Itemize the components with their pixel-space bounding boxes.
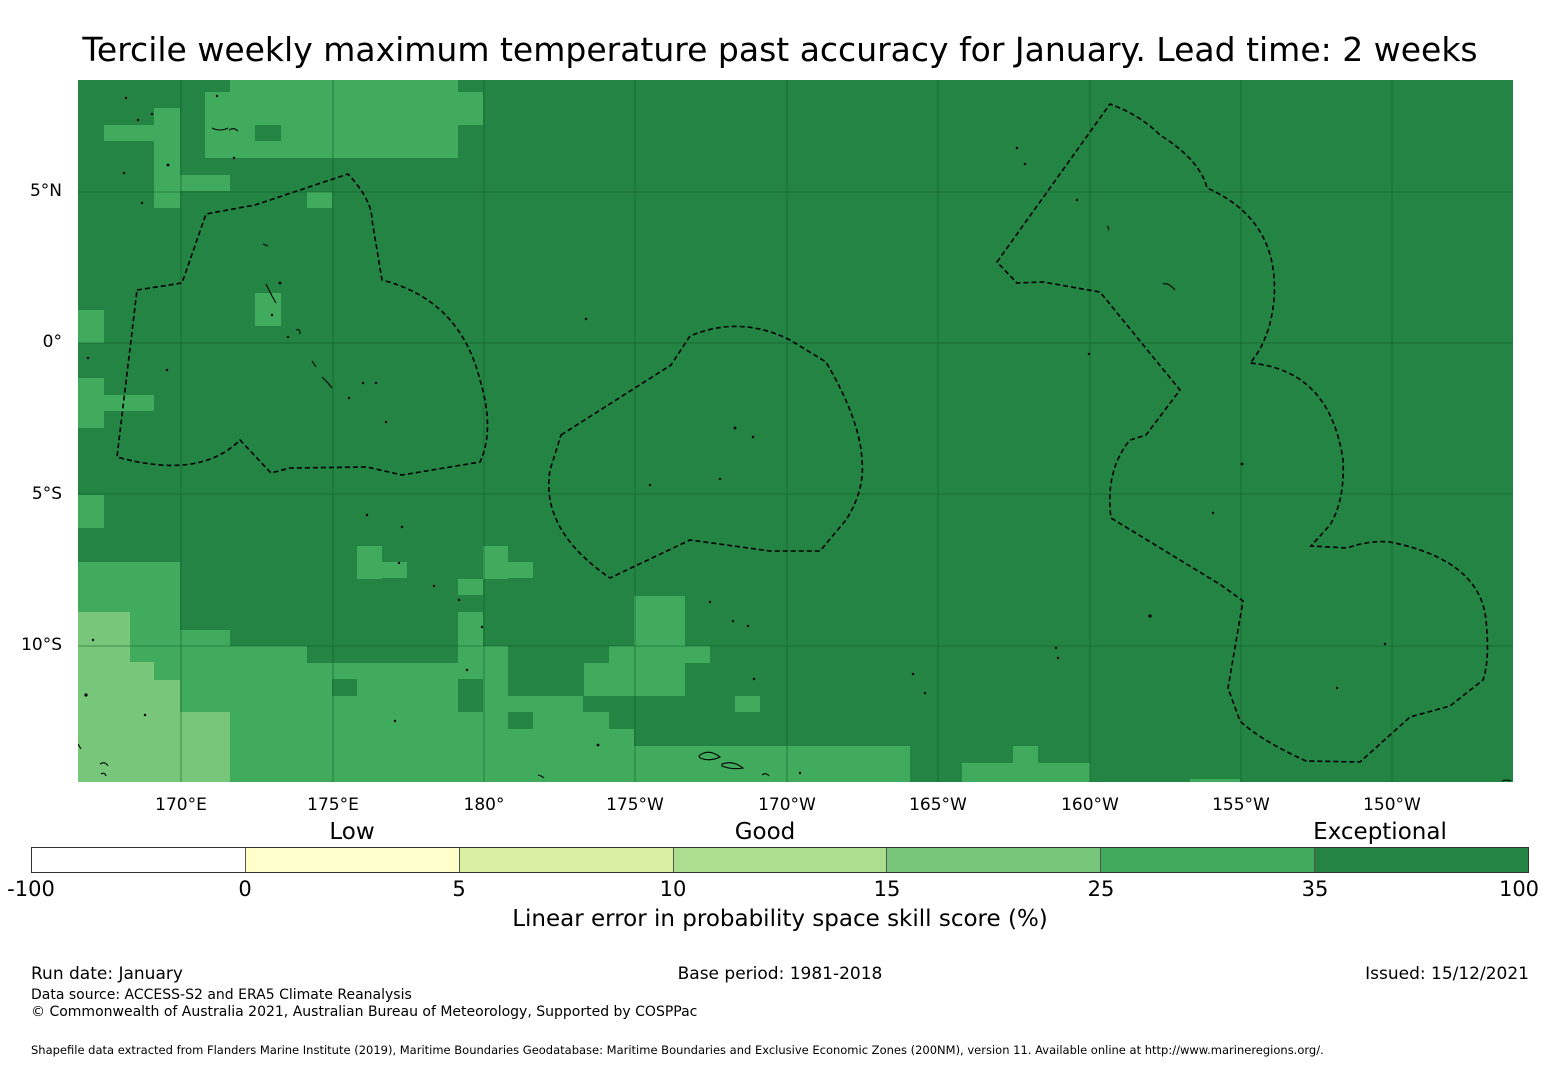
category-good: Good: [734, 819, 796, 845]
category-low: Low: [329, 819, 375, 845]
lat-label-0: 0°: [42, 332, 62, 352]
copyright: © Commonwealth of Australia 2021, Austra…: [31, 1004, 698, 1020]
colorbar-segment: [459, 848, 674, 872]
colorbar-tick: -100: [7, 877, 55, 901]
lon-label-175e: 175°E: [307, 795, 359, 815]
lon-label-180: 180°: [463, 795, 505, 815]
colorbar-segment: [1101, 848, 1316, 872]
eez-boundary-dashed-icon: [116, 103, 1489, 763]
base-period: Base period: 1981-2018: [677, 964, 883, 984]
lon-label-160w: 160°W: [1061, 795, 1119, 815]
colorbar-tick: 25: [1087, 877, 1115, 901]
lat-label-5n: 5°N: [29, 181, 62, 201]
data-source: Data source: ACCESS-S2 and ERA5 Climate …: [31, 987, 412, 1003]
shapefile-credit: Shapefile data extracted from Flanders M…: [31, 1043, 1324, 1057]
lon-label-170w: 170°W: [758, 795, 816, 815]
lon-label-175w: 175°W: [606, 795, 664, 815]
skill-patches-dark: [255, 125, 735, 746]
atoll-dots-icon: [84, 94, 1387, 775]
run-date: Run date: January: [31, 964, 183, 984]
colorbar-tick: 0: [238, 877, 252, 901]
colorbar: [31, 847, 1529, 873]
colorbar-tick: 35: [1301, 877, 1329, 901]
colorbar-label: Linear error in probability space skill …: [512, 906, 1048, 932]
colorbar-tick: 5: [452, 877, 466, 901]
lat-label-5s: 5°S: [31, 484, 62, 504]
colorbar-tick: 10: [659, 877, 687, 901]
lon-label-165w: 165°W: [909, 795, 967, 815]
colorbar-segment: [245, 848, 460, 872]
skill-patches-light: [78, 612, 230, 782]
lon-label-155w: 155°W: [1212, 795, 1270, 815]
colorbar-segment: [887, 848, 1102, 872]
colorbar-tick: 100: [1498, 877, 1540, 901]
map: [78, 80, 1513, 782]
colorbar-segment: [1315, 848, 1529, 872]
lon-label-170e: 170°E: [155, 795, 207, 815]
issued-date: Issued: 15/12/2021: [1365, 964, 1529, 984]
colorbar-segment: [673, 848, 888, 872]
category-exceptional: Exceptional: [1313, 819, 1447, 845]
coastline-icon: [78, 127, 1512, 782]
skill-patches-medium: [78, 80, 1240, 782]
lat-label-10s: 10°S: [21, 635, 62, 655]
chart-title: Tercile weekly maximum temperature past …: [82, 30, 1478, 69]
lon-label-150w: 150°W: [1363, 795, 1421, 815]
colorbar-tick: 15: [873, 877, 901, 901]
graticule: [78, 80, 1513, 782]
colorbar-segment: [32, 848, 246, 872]
